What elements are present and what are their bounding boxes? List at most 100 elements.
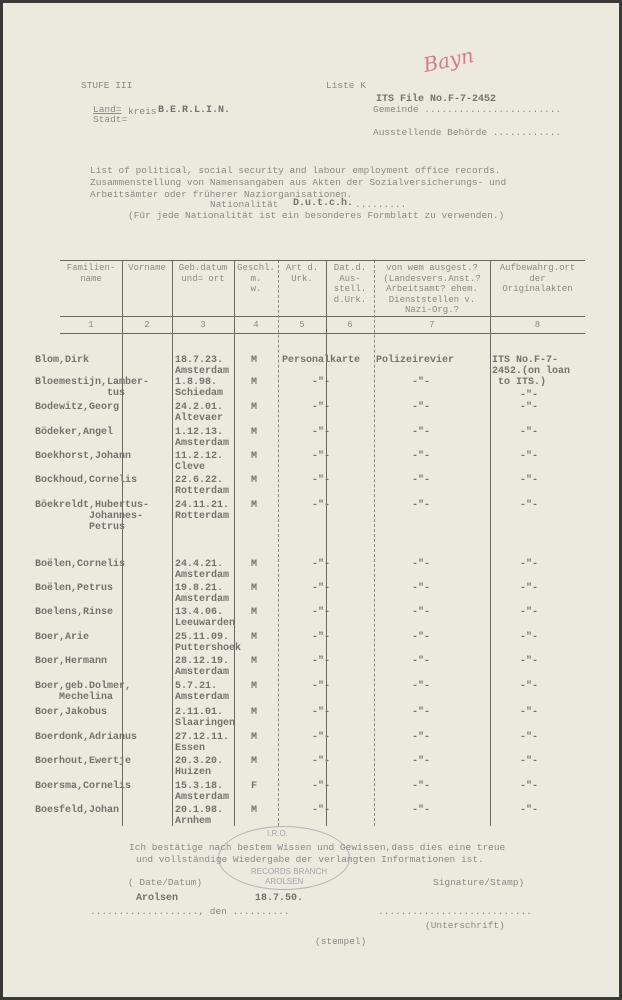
row-sex: M bbox=[251, 732, 258, 743]
row-sex: M bbox=[251, 607, 258, 618]
column-divider bbox=[234, 260, 235, 826]
row-birth-date: 15.3.18. bbox=[175, 781, 224, 792]
row-birth-date: 24.4.21. bbox=[175, 559, 224, 570]
row-birth-date: 25.11.09. bbox=[175, 632, 230, 643]
row-name: Boer,Hermann bbox=[35, 656, 108, 667]
column-divider bbox=[326, 260, 327, 826]
row-name: Bödeker,Angel bbox=[35, 427, 114, 438]
row-issuer: -"- bbox=[412, 781, 431, 792]
place-value: Arolsen bbox=[136, 893, 179, 904]
row-document-type: -"- bbox=[312, 559, 331, 570]
nationality-value: D.u.t.c.h. bbox=[293, 198, 354, 209]
row-birth-date: 5.7.21. bbox=[175, 681, 218, 692]
column-header-6: Dat.d. Aus- stell. d.Urk. bbox=[333, 263, 367, 305]
row-storage: -"- bbox=[520, 390, 539, 401]
row-document-type: -"- bbox=[312, 707, 331, 718]
column-number-5: 5 bbox=[299, 320, 305, 330]
row-birth-date: 2.11.01. bbox=[175, 707, 224, 718]
row-birth-place: Cleve bbox=[175, 462, 206, 473]
iro-stamp: I.R.O. RECORDS BRANCH AROLSEN bbox=[218, 826, 350, 890]
row-document-type: -"- bbox=[312, 756, 331, 767]
handwritten-signature: Bayn bbox=[421, 42, 476, 78]
row-sex: M bbox=[251, 656, 258, 667]
row-birth-place: Schiedam bbox=[175, 388, 224, 399]
row-storage: -"- bbox=[520, 756, 539, 767]
row-birth-place: Slaaringen bbox=[175, 718, 236, 729]
row-name: Böekreldt,Hubertus- Johannes- Petrus bbox=[35, 500, 150, 533]
number-row-rule bbox=[60, 333, 585, 334]
stamp-mid: RECORDS BRANCH bbox=[251, 867, 328, 876]
row-document-type: -"- bbox=[312, 805, 331, 816]
date-label: ( Date/Datum) bbox=[128, 877, 203, 888]
row-storage: -"- bbox=[520, 732, 539, 743]
row-name: Boesfeld,Johan bbox=[35, 805, 120, 816]
gemeinde-label: Gemeinde ........................ bbox=[373, 104, 562, 115]
confirmation-line-2: und vollständige Wiedergabe der verlangt… bbox=[136, 854, 484, 865]
row-issuer: -"- bbox=[412, 559, 431, 570]
row-storage: -"- bbox=[520, 500, 539, 511]
row-storage: -"- bbox=[520, 681, 539, 692]
row-birth-place: Puttershoek bbox=[175, 643, 242, 654]
column-header-4: Geschl. m. w. bbox=[237, 263, 275, 294]
row-document-type: -"- bbox=[312, 402, 331, 413]
row-name: Boer,Jakobus bbox=[35, 707, 108, 718]
row-sex: M bbox=[251, 402, 258, 413]
behoerde-label: Ausstellende Behörde ............ bbox=[373, 127, 562, 138]
row-sex: M bbox=[251, 475, 258, 486]
row-sex: M bbox=[251, 427, 258, 438]
row-issuer: -"- bbox=[412, 451, 431, 462]
row-name: Boelens,Rinse bbox=[35, 607, 114, 618]
row-name: Boer,geb.Dolmer, Mechelina bbox=[35, 681, 132, 703]
nationality-note: (Für jede Nationalität ist ein besondere… bbox=[128, 210, 505, 221]
signature-label: Signature/Stamp) bbox=[433, 877, 525, 888]
row-sex: M bbox=[251, 451, 258, 462]
row-sex: M bbox=[251, 355, 258, 366]
column-header-3: Geb.datum und= ort bbox=[178, 263, 228, 284]
row-storage: -"- bbox=[520, 583, 539, 594]
row-issuer: -"- bbox=[412, 681, 431, 692]
signature-line: ........................... bbox=[378, 906, 532, 917]
row-sex: M bbox=[251, 707, 258, 718]
row-document-type: Personalkarte bbox=[282, 355, 361, 366]
row-birth-place: Huizen bbox=[175, 767, 212, 778]
stamp-top: I.R.O. bbox=[267, 829, 288, 838]
column-number-4: 4 bbox=[253, 320, 259, 330]
row-birth-place: Amsterdam bbox=[175, 594, 230, 605]
row-document-type: -"- bbox=[312, 583, 331, 594]
row-storage: -"- bbox=[520, 451, 539, 462]
confirmation-line-1: Ich bestätige nach bestem Wissen und Gew… bbox=[129, 842, 506, 853]
row-name: Boëlen,Cornelis bbox=[35, 559, 126, 570]
row-birth-date: 22.6.22. bbox=[175, 475, 224, 486]
row-issuer: -"- bbox=[412, 632, 431, 643]
row-birth-date: 1.12.13. bbox=[175, 427, 224, 438]
row-document-type: -"- bbox=[312, 681, 331, 692]
row-birth-date: 24.11.21. bbox=[175, 500, 230, 511]
row-document-type: -"- bbox=[312, 500, 331, 511]
column-divider bbox=[278, 260, 279, 826]
row-issuer: -"- bbox=[412, 475, 431, 486]
row-storage: -"- bbox=[520, 781, 539, 792]
intro-line-3: Arbeitsämter oder früherer Naziorganisat… bbox=[90, 189, 353, 200]
row-document-type: -"- bbox=[312, 732, 331, 743]
row-birth-place: Altevaer bbox=[175, 413, 224, 424]
row-issuer: -"- bbox=[412, 377, 431, 388]
row-name: Boersma,Cornelis bbox=[35, 781, 132, 792]
row-issuer: -"- bbox=[412, 427, 431, 438]
row-name: Boekhorst,Johann bbox=[35, 451, 132, 462]
row-document-type: -"- bbox=[312, 781, 331, 792]
column-number-2: 2 bbox=[144, 320, 150, 330]
row-birth-date: 24.2.01. bbox=[175, 402, 224, 413]
header-rule bbox=[60, 316, 585, 317]
row-storage: -"- bbox=[520, 707, 539, 718]
row-issuer: -"- bbox=[412, 402, 431, 413]
row-issuer: Polizeirevier bbox=[376, 355, 455, 366]
row-issuer: -"- bbox=[412, 707, 431, 718]
row-sex: M bbox=[251, 756, 258, 767]
row-birth-date: 28.12.19. bbox=[175, 656, 230, 667]
row-storage: -"- bbox=[520, 656, 539, 667]
intro-line-1: List of political, social security and l… bbox=[90, 165, 501, 176]
row-name: Blom,Dirk bbox=[35, 355, 90, 366]
column-header-8: Aufbewahrg.ort der Originalakten bbox=[499, 263, 576, 294]
row-name: Bloemestijn,Lamber- tus bbox=[35, 377, 150, 399]
row-birth-date: 27.12.11. bbox=[175, 732, 230, 743]
